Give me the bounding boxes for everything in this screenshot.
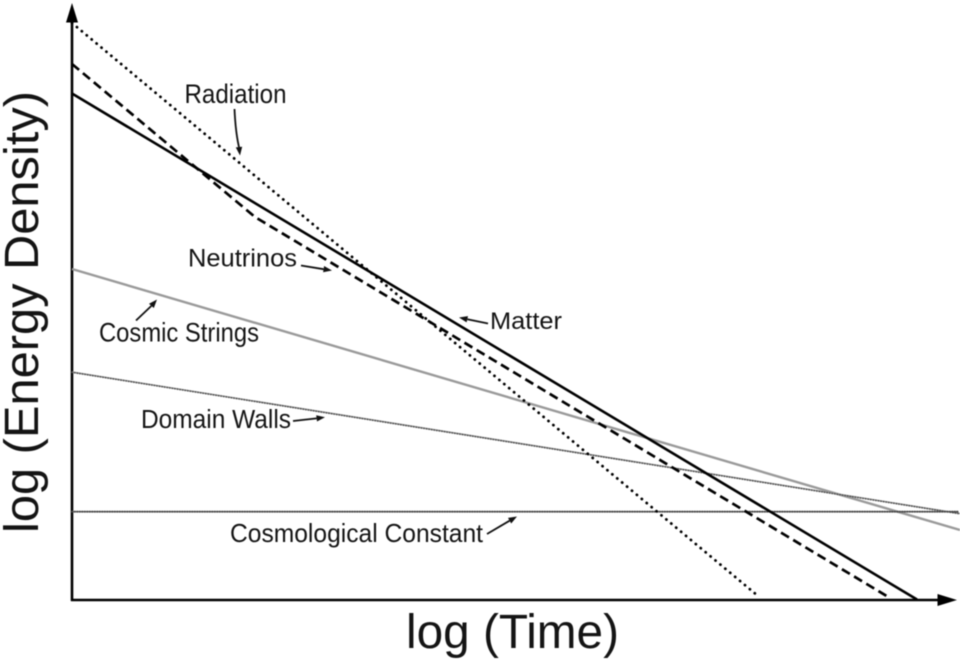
- svg-text:Neutrinos: Neutrinos: [188, 244, 297, 272]
- svg-text:Domain Walls: Domain Walls: [141, 406, 291, 434]
- svg-text:Matter: Matter: [490, 308, 562, 335]
- svg-text:Cosmic Strings: Cosmic Strings: [99, 318, 259, 348]
- svg-text:log (Energy Density): log (Energy Density): [0, 91, 49, 533]
- svg-text:log (Time): log (Time): [406, 606, 619, 659]
- svg-text:Cosmological Constant: Cosmological Constant: [230, 518, 484, 548]
- svg-text:Radiation: Radiation: [185, 79, 287, 109]
